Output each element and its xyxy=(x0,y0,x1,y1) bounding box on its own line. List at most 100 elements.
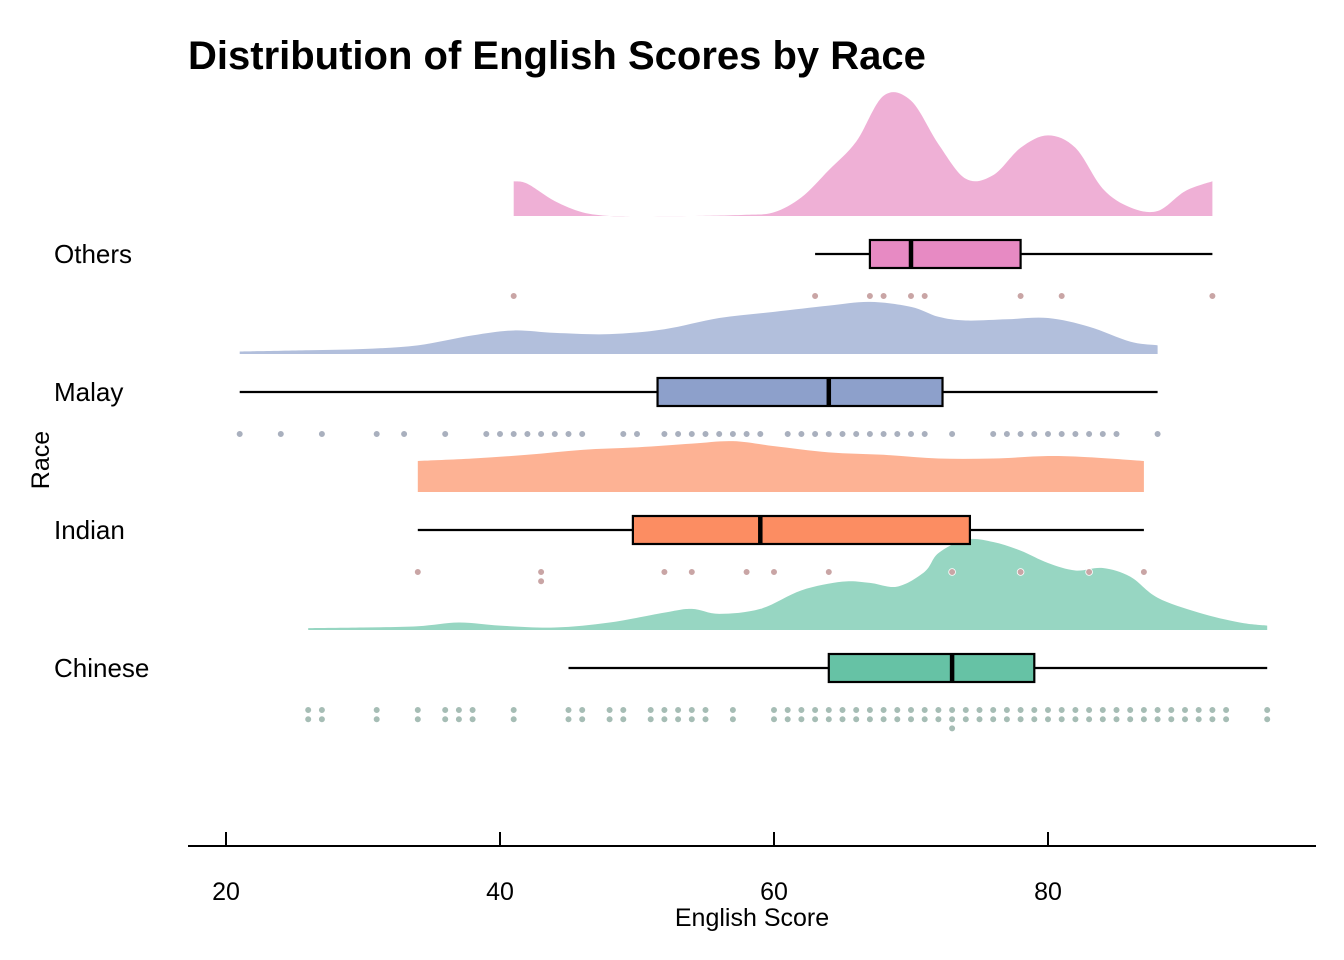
x-tick-label: 80 xyxy=(1034,878,1062,906)
dot-chinese xyxy=(797,706,806,714)
dot-chinese xyxy=(1194,706,1203,714)
dot-chinese xyxy=(934,715,943,723)
dot-chinese xyxy=(468,715,477,723)
dot-malay xyxy=(729,430,737,438)
category-label-indian: Indian xyxy=(54,515,125,545)
dot-chinese xyxy=(729,706,737,714)
dot-chinese xyxy=(674,706,682,714)
dot-chinese xyxy=(811,715,819,723)
dot-chinese xyxy=(1099,715,1107,723)
dot-indian xyxy=(660,568,669,576)
dot-chinese xyxy=(578,715,586,723)
dot-chinese xyxy=(687,706,696,714)
dot-malay xyxy=(660,430,669,438)
dot-chinese xyxy=(605,706,614,714)
dot-malay xyxy=(687,430,696,438)
dot-rain xyxy=(235,292,1271,733)
dot-malay xyxy=(276,430,285,438)
dot-chinese xyxy=(372,715,381,723)
density-malay xyxy=(239,301,1158,354)
dot-chinese xyxy=(866,706,874,714)
dot-malay xyxy=(1003,430,1011,438)
dot-indian xyxy=(770,568,778,576)
dot-chinese xyxy=(1099,706,1107,714)
dot-malay xyxy=(1044,430,1052,438)
dot-chinese xyxy=(838,715,847,723)
dot-chinese xyxy=(1181,706,1189,714)
dot-malay xyxy=(811,430,819,438)
dot-malay xyxy=(1071,430,1080,438)
dot-malay xyxy=(948,430,956,438)
dot-chinese xyxy=(961,706,970,714)
dot-chinese xyxy=(852,715,860,723)
x-tick-label: 20 xyxy=(212,878,240,906)
dot-chinese xyxy=(1140,706,1148,714)
dot-chinese xyxy=(619,706,628,714)
density-indian xyxy=(417,441,1144,492)
dot-others xyxy=(920,292,929,300)
dot-others xyxy=(879,292,888,300)
dot-chinese xyxy=(838,706,847,714)
dot-chinese xyxy=(687,715,696,723)
dot-chinese xyxy=(646,715,655,723)
dot-others xyxy=(1208,292,1217,300)
dot-malay xyxy=(879,430,888,438)
dot-chinese xyxy=(797,715,806,723)
dot-chinese xyxy=(455,706,463,714)
dot-chinese xyxy=(1126,706,1134,714)
dot-chinese xyxy=(1044,706,1052,714)
dot-malay xyxy=(1153,430,1162,438)
dot-chinese xyxy=(1153,706,1162,714)
dot-malay xyxy=(824,430,833,438)
dot-malay xyxy=(482,430,491,438)
dot-malay xyxy=(400,430,408,438)
dot-chinese xyxy=(304,706,313,714)
dot-chinese xyxy=(811,706,819,714)
dot-others xyxy=(907,292,915,300)
dot-indian xyxy=(1016,568,1025,576)
dot-chinese xyxy=(1030,715,1039,723)
dot-malay xyxy=(1112,430,1121,438)
dot-chinese xyxy=(975,715,984,723)
dot-chinese xyxy=(318,706,326,714)
dot-chinese xyxy=(413,706,422,714)
dot-malay xyxy=(1016,430,1025,438)
dot-chinese xyxy=(468,706,477,714)
y-category-labels: Chinese Indian Malay Others xyxy=(54,239,149,683)
dot-chinese xyxy=(893,706,902,714)
dot-chinese xyxy=(1112,715,1121,723)
dot-chinese xyxy=(1222,706,1230,714)
dot-chinese xyxy=(866,715,874,723)
dot-malay xyxy=(1057,430,1066,438)
dot-indian xyxy=(824,568,833,576)
dot-malay xyxy=(619,430,628,438)
dot-malay xyxy=(1030,430,1039,438)
dot-indian xyxy=(742,568,751,576)
dot-malay xyxy=(742,430,751,438)
dot-chinese xyxy=(783,706,792,714)
dot-chinese xyxy=(509,706,518,714)
dot-chinese xyxy=(1085,706,1093,714)
dot-chinese xyxy=(441,706,450,714)
chart-title: Distribution of English Scores by Race xyxy=(188,34,926,78)
dot-malay xyxy=(866,430,874,438)
dot-chinese xyxy=(646,706,655,714)
dot-chinese xyxy=(1003,715,1011,723)
dot-chinese xyxy=(961,715,970,723)
dot-chinese xyxy=(674,715,682,723)
dot-chinese xyxy=(304,715,313,723)
dot-others xyxy=(866,292,874,300)
dot-indian xyxy=(948,568,956,576)
dot-chinese xyxy=(879,715,888,723)
dot-chinese xyxy=(660,706,669,714)
dot-malay xyxy=(235,430,244,438)
dot-chinese xyxy=(1181,715,1189,723)
dot-malay xyxy=(674,430,682,438)
dot-chinese xyxy=(1030,706,1039,714)
dot-malay xyxy=(989,430,997,438)
dot-chinese xyxy=(564,706,573,714)
dot-chinese xyxy=(372,706,381,714)
density-others xyxy=(513,92,1213,217)
dot-chinese xyxy=(907,706,915,714)
